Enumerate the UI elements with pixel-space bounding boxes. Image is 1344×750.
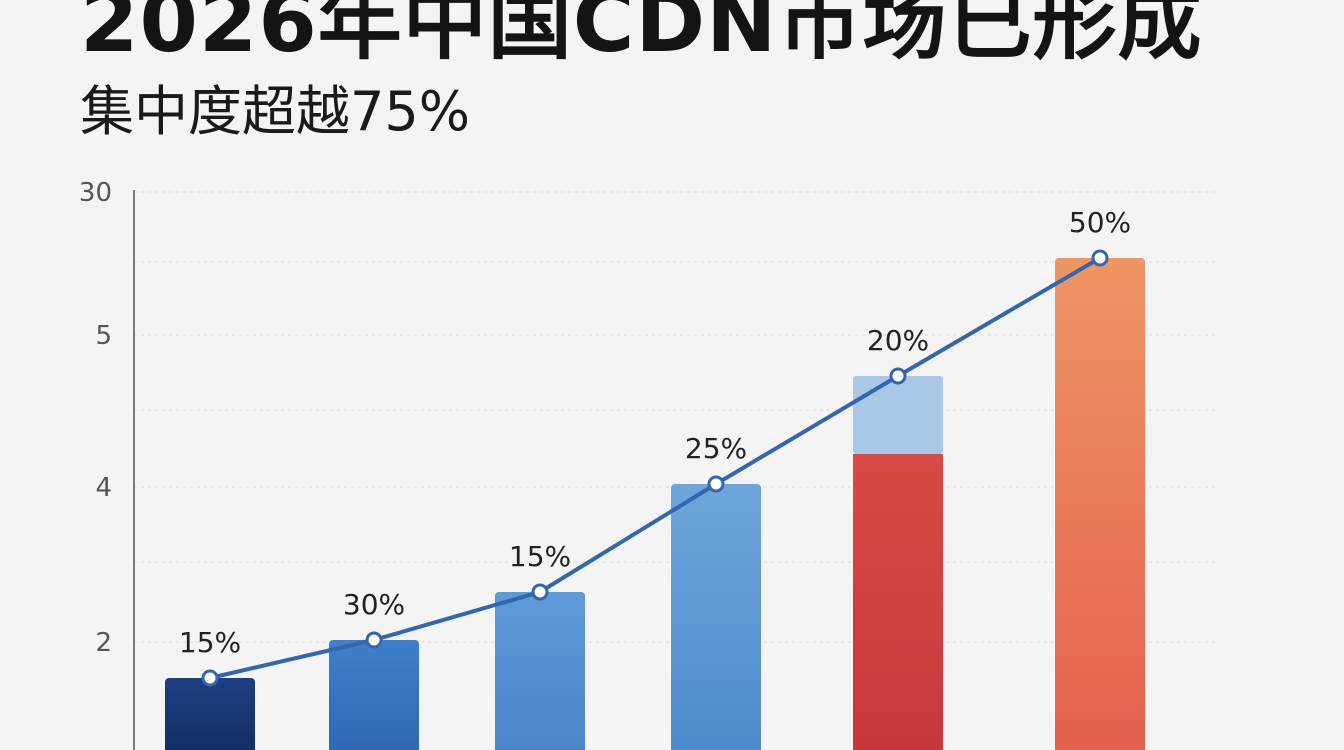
line-point <box>531 583 549 601</box>
data-label: 50% <box>1069 206 1131 239</box>
y-tick-label: 5 <box>95 321 112 351</box>
data-label: 20% <box>867 324 929 357</box>
bar <box>495 592 585 750</box>
y-tick-label: 4 <box>95 473 112 503</box>
bar-segment-lower <box>853 454 943 750</box>
bars <box>165 258 1145 750</box>
line-point <box>889 367 907 385</box>
bar-segment-upper <box>853 376 943 454</box>
line-point <box>365 631 383 649</box>
data-label: 15% <box>509 540 571 573</box>
y-tick-label: 2 <box>95 628 112 658</box>
chart-subtitle: 集中度超越75% <box>80 80 471 143</box>
bar <box>329 640 419 750</box>
line-point <box>201 669 219 687</box>
data-label: 15% <box>179 626 241 659</box>
chart-title: 2026年中国CDN市场已形成 <box>80 0 1203 71</box>
trend-line <box>201 249 1109 687</box>
y-tick-label: 30 <box>79 178 112 208</box>
bar <box>165 678 255 750</box>
data-labels: 15% 30% 15% 25% 20% 50% <box>179 206 1131 659</box>
bar <box>671 484 761 750</box>
line-point <box>1091 249 1109 267</box>
y-axis: 30 5 4 2 <box>79 178 135 750</box>
data-label: 30% <box>343 588 405 621</box>
line-point <box>707 475 725 493</box>
data-label: 25% <box>685 432 747 465</box>
trend-polyline <box>209 256 1102 680</box>
bar <box>1055 258 1145 750</box>
